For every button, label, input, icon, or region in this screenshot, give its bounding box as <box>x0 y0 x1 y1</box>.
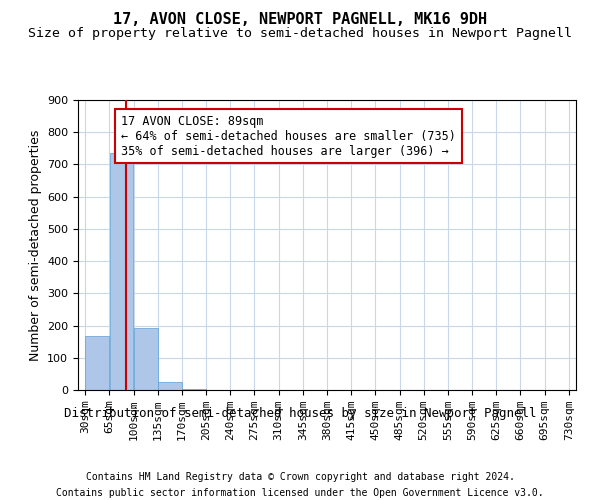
Text: 17 AVON CLOSE: 89sqm
← 64% of semi-detached houses are smaller (735)
35% of semi: 17 AVON CLOSE: 89sqm ← 64% of semi-detac… <box>121 114 456 158</box>
Text: Size of property relative to semi-detached houses in Newport Pagnell: Size of property relative to semi-detach… <box>28 28 572 40</box>
Text: 17, AVON CLOSE, NEWPORT PAGNELL, MK16 9DH: 17, AVON CLOSE, NEWPORT PAGNELL, MK16 9D… <box>113 12 487 28</box>
Bar <box>134 328 158 390</box>
Text: Contains HM Land Registry data © Crown copyright and database right 2024.: Contains HM Land Registry data © Crown c… <box>86 472 514 482</box>
Bar <box>158 382 182 390</box>
Bar <box>85 336 109 390</box>
Text: Contains public sector information licensed under the Open Government Licence v3: Contains public sector information licen… <box>56 488 544 498</box>
Bar <box>182 389 206 390</box>
Text: Distribution of semi-detached houses by size in Newport Pagnell: Distribution of semi-detached houses by … <box>64 408 536 420</box>
Bar <box>110 153 133 390</box>
Y-axis label: Number of semi-detached properties: Number of semi-detached properties <box>29 130 41 360</box>
